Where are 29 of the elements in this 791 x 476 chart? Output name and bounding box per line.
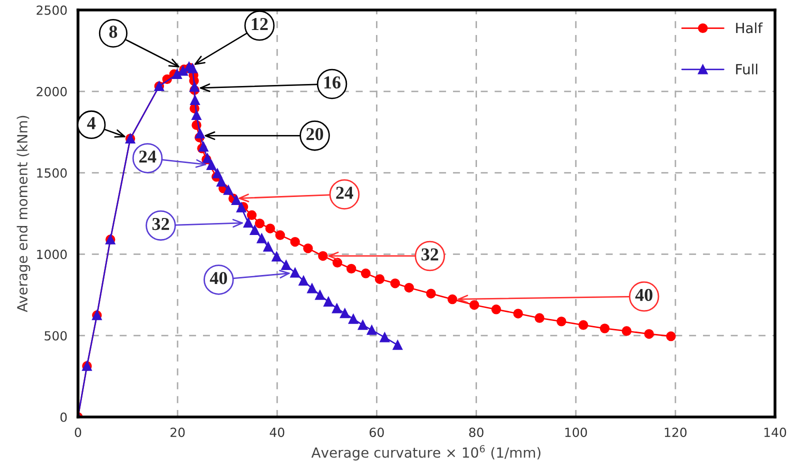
- annotation: 32: [422, 248, 438, 261]
- annotation: 40: [635, 288, 652, 302]
- annotation: 12: [252, 18, 268, 30]
- x-tick-label: 100: [565, 428, 587, 438]
- y-tick-label: 1000: [37, 250, 67, 260]
- y-tick-label: 500: [44, 331, 67, 341]
- legend-label: Full: [736, 64, 758, 74]
- x-axis-title: Average curvature × 10$^{6}$ (1/mm): [311, 445, 540, 460]
- annotation: 4: [87, 117, 96, 130]
- x-tick-label: 140: [764, 428, 786, 438]
- annotation: 20: [306, 128, 324, 140]
- x-tick-label: 40: [270, 428, 284, 438]
- annotation: 24: [336, 186, 354, 199]
- annotation: 32: [152, 218, 170, 230]
- x-tick-label: 120: [664, 428, 687, 438]
- y-tick-label: 0: [60, 412, 67, 422]
- x-tick-label: 20: [170, 428, 185, 438]
- legend-label: Half: [736, 22, 763, 34]
- y-axis-title: Average end moment (kNm): [16, 116, 30, 312]
- x-tick-label: 60: [370, 428, 384, 438]
- annotation: 24: [139, 150, 156, 163]
- x-tick-label: 0: [74, 428, 82, 438]
- annotation: 16: [324, 76, 340, 88]
- y-tick-label: 2500: [36, 5, 67, 15]
- x-tick-label: 80: [469, 428, 484, 438]
- annotation: 40: [210, 272, 228, 284]
- y-tick-label: 1500: [37, 168, 67, 178]
- y-tick-label: 2000: [36, 86, 67, 96]
- annotation: 8: [109, 26, 118, 38]
